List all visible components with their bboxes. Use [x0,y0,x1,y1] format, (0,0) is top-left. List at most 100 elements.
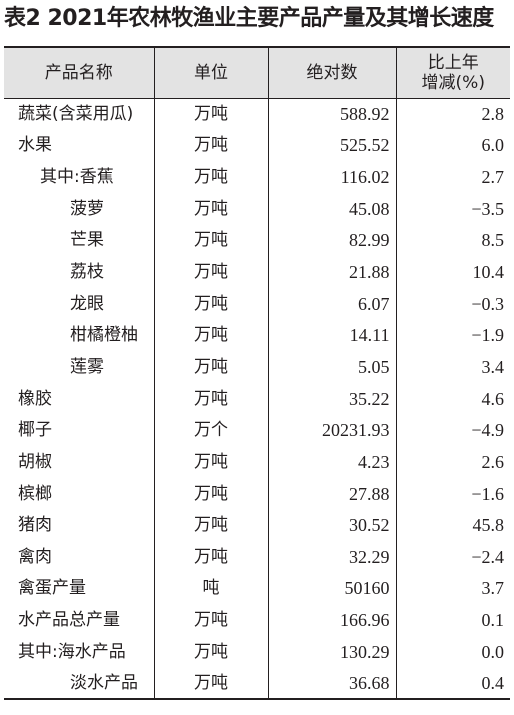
table-row: 水产品总产量 万吨 166.96 0.1 [4,604,510,636]
output-value: 525.52 [267,129,396,162]
unit: 万吨 [153,540,268,573]
growth-rate: 0.4 [395,667,510,700]
product-name: 柑橘橙柚 [70,325,138,346]
product-name: 其中:香蕉 [40,167,114,188]
table-row: 胡椒 万吨 4.23 2.6 [4,446,510,478]
table-header: 产品名称 单位 绝对数 比上年 增减(%) [4,47,510,98]
output-value: 166.96 [267,604,396,636]
output-value: 35.22 [267,382,396,415]
table-row: 菠萝 万吨 45.08 −3.5 [4,192,510,225]
growth-rate: −4.9 [395,414,510,447]
output-value: 36.68 [267,667,396,700]
growth-rate: −3.5 [395,192,510,225]
unit: 万吨 [153,382,268,415]
product-name: 其中:海水产品 [18,641,126,662]
output-value: 588.92 [267,98,396,130]
product-name: 淡水产品 [70,672,138,693]
table-row: 槟榔 万吨 27.88 −1.6 [4,477,510,510]
output-value: 50160 [267,572,396,605]
growth-rate: 6.0 [395,129,510,162]
unit: 万吨 [153,192,268,225]
unit: 万吨 [153,446,268,478]
product-name: 龙眼 [70,293,104,314]
table-row: 水果 万吨 525.52 6.0 [4,129,510,162]
unit: 万吨 [153,98,268,130]
output-value: 27.88 [267,477,396,510]
table-row: 猪肉 万吨 30.52 45.8 [4,509,510,541]
growth-rate: 45.8 [395,509,510,541]
growth-rate: 3.7 [395,572,510,605]
output-value: 82.99 [267,224,396,257]
unit: 万吨 [153,129,268,162]
product-name: 芒果 [70,230,104,251]
unit: 万吨 [153,224,268,257]
output-value: 5.05 [267,351,396,383]
header-unit: 单位 [153,47,268,98]
output-value: 21.88 [267,256,396,288]
table-row: 禽蛋产量 吨 50160 3.7 [4,572,510,605]
output-value: 20231.93 [267,414,396,447]
product-name: 菠萝 [70,198,104,219]
growth-rate: 4.6 [395,382,510,415]
growth-rate: 2.7 [395,161,510,193]
output-value: 116.02 [267,161,396,193]
product-name: 水产品总产量 [18,610,120,631]
growth-rate: −1.9 [395,319,510,352]
product-name: 椰子 [18,420,52,441]
product-name: 荔枝 [70,262,104,283]
product-name: 猪肉 [18,515,52,536]
product-name: 水果 [18,135,52,156]
growth-rate: 2.6 [395,446,510,478]
product-name: 橡胶 [18,388,52,409]
table-row: 蔬菜(含菜用瓜) 万吨 588.92 2.8 [4,98,510,130]
production-table: 产品名称 单位 绝对数 比上年 增减(%) 蔬菜(含菜用瓜) 万吨 588.92… [4,46,510,700]
table-row: 橡胶 万吨 35.22 4.6 [4,382,510,415]
product-name: 蔬菜(含菜用瓜) [18,104,134,125]
table-row: 椰子 万个 20231.93 −4.9 [4,414,510,447]
unit: 万吨 [153,161,268,193]
product-name: 莲雾 [70,356,104,377]
output-value: 4.23 [267,446,396,478]
growth-rate: −2.4 [395,540,510,573]
table-row: 其中:香蕉 万吨 116.02 2.7 [4,161,510,193]
product-name: 胡椒 [18,451,52,472]
header-product-name: 产品名称 [44,62,113,83]
unit: 万吨 [153,319,268,352]
unit: 万吨 [153,477,268,510]
output-value: 130.29 [267,635,396,668]
table-row: 其中:海水产品 万吨 130.29 0.0 [4,635,510,668]
unit: 万吨 [153,604,268,636]
output-value: 14.11 [267,319,396,352]
table-row: 荔枝 万吨 21.88 10.4 [4,256,510,288]
header-output: 绝对数 [267,47,396,98]
unit: 万吨 [153,509,268,541]
table-body: 蔬菜(含菜用瓜) 万吨 588.92 2.8 水果 万吨 525.52 6.0 … [4,98,510,700]
output-value: 6.07 [267,287,396,320]
table-row: 淡水产品 万吨 36.68 0.4 [4,667,510,700]
table-row: 芒果 万吨 82.99 8.5 [4,224,510,257]
table-row: 禽肉 万吨 32.29 −2.4 [4,540,510,573]
output-value: 32.29 [267,540,396,573]
growth-rate: 3.4 [395,351,510,383]
product-name: 槟榔 [18,483,52,504]
unit: 万吨 [153,287,268,320]
growth-rate: 10.4 [395,256,510,288]
header-growth: 比上年 增减(%) [395,47,510,98]
header-row: 产品名称 单位 绝对数 比上年 增减(%) [4,47,510,98]
output-value: 30.52 [267,509,396,541]
unit: 万吨 [153,635,268,668]
growth-rate: 8.5 [395,224,510,257]
unit: 万吨 [153,256,268,288]
product-name: 禽肉 [18,546,52,567]
unit: 万个 [153,414,268,447]
growth-rate: 0.0 [395,635,510,668]
output-value: 45.08 [267,192,396,225]
growth-rate: 0.1 [395,604,510,636]
growth-rate: −0.3 [395,287,510,320]
table-row: 柑橘橙柚 万吨 14.11 −1.9 [4,319,510,352]
header-growth-line2: 增减(%) [421,72,485,93]
table-row: 龙眼 万吨 6.07 −0.3 [4,287,510,320]
growth-rate: 2.8 [395,98,510,130]
unit: 万吨 [153,351,268,383]
table-row: 莲雾 万吨 5.05 3.4 [4,351,510,383]
